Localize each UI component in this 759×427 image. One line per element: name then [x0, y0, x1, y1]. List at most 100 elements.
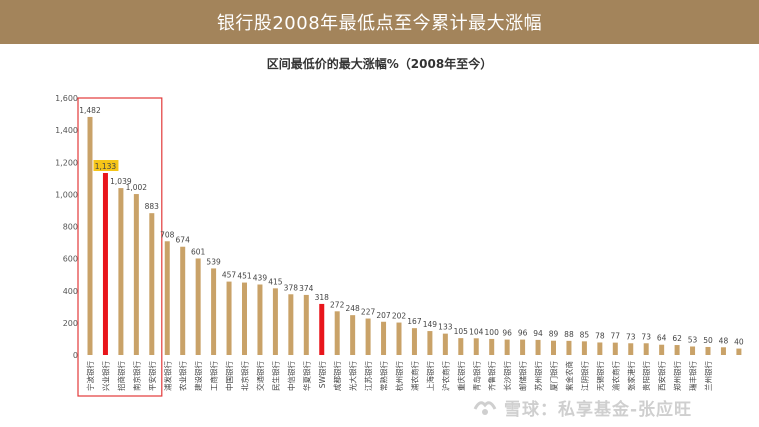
bar — [334, 311, 340, 355]
bar — [628, 343, 634, 355]
bar — [396, 322, 402, 355]
bar — [242, 282, 247, 355]
value-label: 248 — [345, 304, 360, 313]
chart-title: 区间最低价的最大涨幅%（2008年至今） — [266, 57, 493, 71]
value-label: 1,039 — [110, 177, 132, 186]
category-label: 无锡银行 — [595, 361, 605, 391]
bar — [226, 281, 232, 355]
y-tick-label: 400 — [63, 287, 78, 296]
bar — [180, 246, 186, 355]
bar — [674, 345, 680, 355]
category-label: 招商银行 — [116, 361, 126, 391]
value-label: 439 — [253, 273, 268, 282]
bar — [381, 321, 387, 355]
bar — [87, 116, 93, 355]
y-tick-label: 0 — [73, 351, 78, 360]
bar — [705, 346, 711, 355]
value-label: 1,482 — [79, 106, 101, 115]
value-label: 457 — [222, 271, 237, 280]
value-label: 374 — [299, 284, 314, 293]
category-label: 浦农商行 — [409, 361, 419, 391]
y-tick-label: 600 — [63, 255, 78, 264]
bar — [411, 328, 417, 355]
value-label: 1,133 — [95, 162, 117, 171]
category-label: 北京银行 — [240, 361, 250, 391]
bar — [690, 346, 696, 355]
value-label: 708 — [160, 230, 175, 239]
category-label: 宁波银行 — [85, 361, 95, 391]
category-label: 兴业银行 — [100, 361, 110, 391]
category-label: 浦发银行 — [162, 361, 172, 391]
bar — [303, 294, 309, 355]
value-label: 539 — [206, 257, 221, 266]
bar — [551, 340, 556, 355]
bar — [211, 268, 217, 355]
value-label: 94 — [533, 329, 543, 338]
bar — [643, 343, 649, 355]
y-tick-label: 200 — [63, 319, 78, 328]
value-label: 85 — [580, 330, 590, 339]
value-label: 53 — [688, 335, 698, 344]
header-banner: 银行股2008年最低点至今累计最大涨幅 — [0, 0, 759, 44]
category-label: 华夏银行 — [301, 361, 311, 391]
bar — [164, 241, 170, 355]
category-label: 邮储银行 — [518, 361, 528, 391]
value-label: 89 — [549, 330, 559, 339]
value-label: 73 — [626, 332, 636, 341]
value-label: 202 — [392, 312, 407, 321]
bar — [442, 333, 448, 355]
y-tick-label: 1,200 — [55, 158, 78, 167]
bar — [365, 318, 371, 355]
bar — [133, 194, 139, 355]
category-label: 江阴银行 — [579, 361, 589, 391]
category-label: 南京银行 — [131, 361, 141, 391]
value-label: 50 — [703, 336, 713, 345]
category-label: 民生银行 — [270, 361, 280, 391]
bar — [581, 341, 587, 355]
category-label: 贵阳银行 — [641, 361, 651, 391]
bar — [149, 213, 155, 355]
category-label: 交通银行 — [255, 361, 265, 391]
value-label: 601 — [191, 247, 206, 256]
category-label: 杭州银行 — [394, 361, 404, 391]
value-label: 451 — [237, 272, 252, 281]
value-label-highlight — [93, 160, 119, 172]
bar — [489, 338, 495, 355]
value-label: 62 — [672, 334, 682, 343]
category-label: 长沙银行 — [502, 361, 512, 391]
value-label: 48 — [719, 336, 729, 345]
value-label: 1,002 — [126, 183, 148, 192]
value-label: 207 — [376, 311, 391, 320]
bar — [612, 342, 618, 355]
bar — [597, 342, 603, 355]
category-label: 苏州银行 — [533, 361, 543, 391]
category-label: 重庆银行 — [456, 361, 466, 391]
bar — [195, 258, 201, 355]
header-title: 银行股2008年最低点至今累计最大涨幅 — [216, 13, 543, 34]
bar — [473, 338, 479, 355]
y-tick-label: 800 — [63, 223, 78, 232]
bar — [118, 188, 124, 355]
category-label: 中国银行 — [224, 361, 234, 391]
value-label: 674 — [176, 236, 191, 245]
bar — [566, 340, 572, 355]
snowball-logo-icon — [473, 401, 497, 415]
value-label: 133 — [438, 323, 453, 332]
category-label: 青岛银行 — [471, 361, 481, 391]
category-label: 常熟银行 — [379, 361, 389, 391]
category-label: 上海银行 — [425, 361, 435, 391]
category-label: 工商银行 — [209, 361, 219, 391]
category-label: 建设银行 — [193, 361, 203, 391]
category-label: 成都银行 — [332, 361, 342, 391]
value-label: 96 — [502, 329, 512, 338]
category-label: 厦门银行 — [549, 361, 559, 391]
category-label: 渝农商行 — [610, 361, 620, 391]
category-label: 平安银行 — [147, 361, 157, 391]
value-label: 167 — [407, 317, 422, 326]
category-label: 齐鲁银行 — [487, 361, 497, 391]
category-label: 农业银行 — [178, 361, 188, 391]
value-label: 77 — [611, 332, 621, 341]
category-label: 紫金农商 — [564, 361, 574, 391]
value-label: 96 — [518, 329, 528, 338]
